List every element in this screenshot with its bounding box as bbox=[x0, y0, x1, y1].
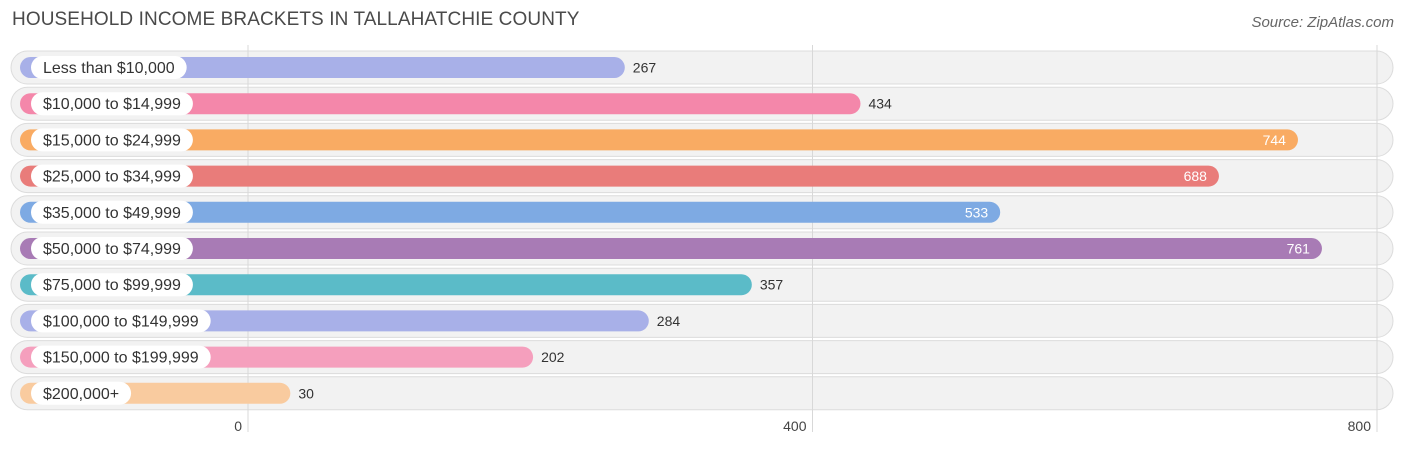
value-label: 30 bbox=[298, 385, 314, 401]
x-tick-label: 400 bbox=[783, 418, 807, 434]
source-note: Source: ZipAtlas.com bbox=[1251, 14, 1394, 31]
value-label: 267 bbox=[633, 60, 657, 76]
x-tick-label: 0 bbox=[234, 418, 242, 434]
category-label: $50,000 to $74,999 bbox=[43, 241, 181, 258]
bar bbox=[20, 274, 752, 296]
row-background bbox=[10, 376, 1394, 411]
category-label-pill bbox=[31, 309, 211, 333]
category-label-pill bbox=[31, 200, 193, 224]
category-label-pill bbox=[31, 345, 211, 369]
category-label-pill bbox=[31, 92, 193, 116]
bar bbox=[20, 201, 1001, 223]
x-tick-label: 800 bbox=[1348, 418, 1372, 434]
value-label: 434 bbox=[868, 96, 892, 112]
category-label-pill bbox=[31, 273, 193, 297]
category-label: $15,000 to $24,999 bbox=[43, 132, 181, 149]
bar bbox=[20, 238, 1322, 259]
category-label-pill bbox=[31, 56, 187, 79]
value-label: 202 bbox=[541, 349, 565, 365]
category-label-pill bbox=[31, 381, 132, 405]
category-label: $25,000 to $34,999 bbox=[43, 169, 181, 186]
category-label-pill bbox=[31, 164, 193, 188]
category-label: Less than $10,000 bbox=[43, 60, 175, 77]
value-label: 533 bbox=[965, 204, 989, 220]
bar bbox=[20, 129, 1298, 151]
bar bbox=[20, 165, 1219, 187]
category-label: $150,000 to $199,999 bbox=[43, 350, 199, 367]
category-label-pill bbox=[31, 237, 193, 260]
chart-title: HOUSEHOLD INCOME BRACKETS IN TALLAHATCHI… bbox=[12, 9, 580, 30]
category-label: $35,000 to $49,999 bbox=[43, 205, 181, 222]
category-label: $10,000 to $14,999 bbox=[43, 96, 181, 113]
value-label: 744 bbox=[1263, 132, 1287, 148]
category-label-pill bbox=[31, 128, 193, 152]
value-label: 761 bbox=[1287, 241, 1311, 257]
category-label: $200,000+ bbox=[43, 386, 119, 403]
category-label: $75,000 to $99,999 bbox=[43, 277, 181, 294]
value-label: 357 bbox=[760, 277, 784, 293]
bar bbox=[20, 93, 861, 115]
value-label: 284 bbox=[657, 313, 681, 329]
value-label: 688 bbox=[1184, 168, 1208, 184]
category-label: $100,000 to $149,999 bbox=[43, 313, 199, 330]
